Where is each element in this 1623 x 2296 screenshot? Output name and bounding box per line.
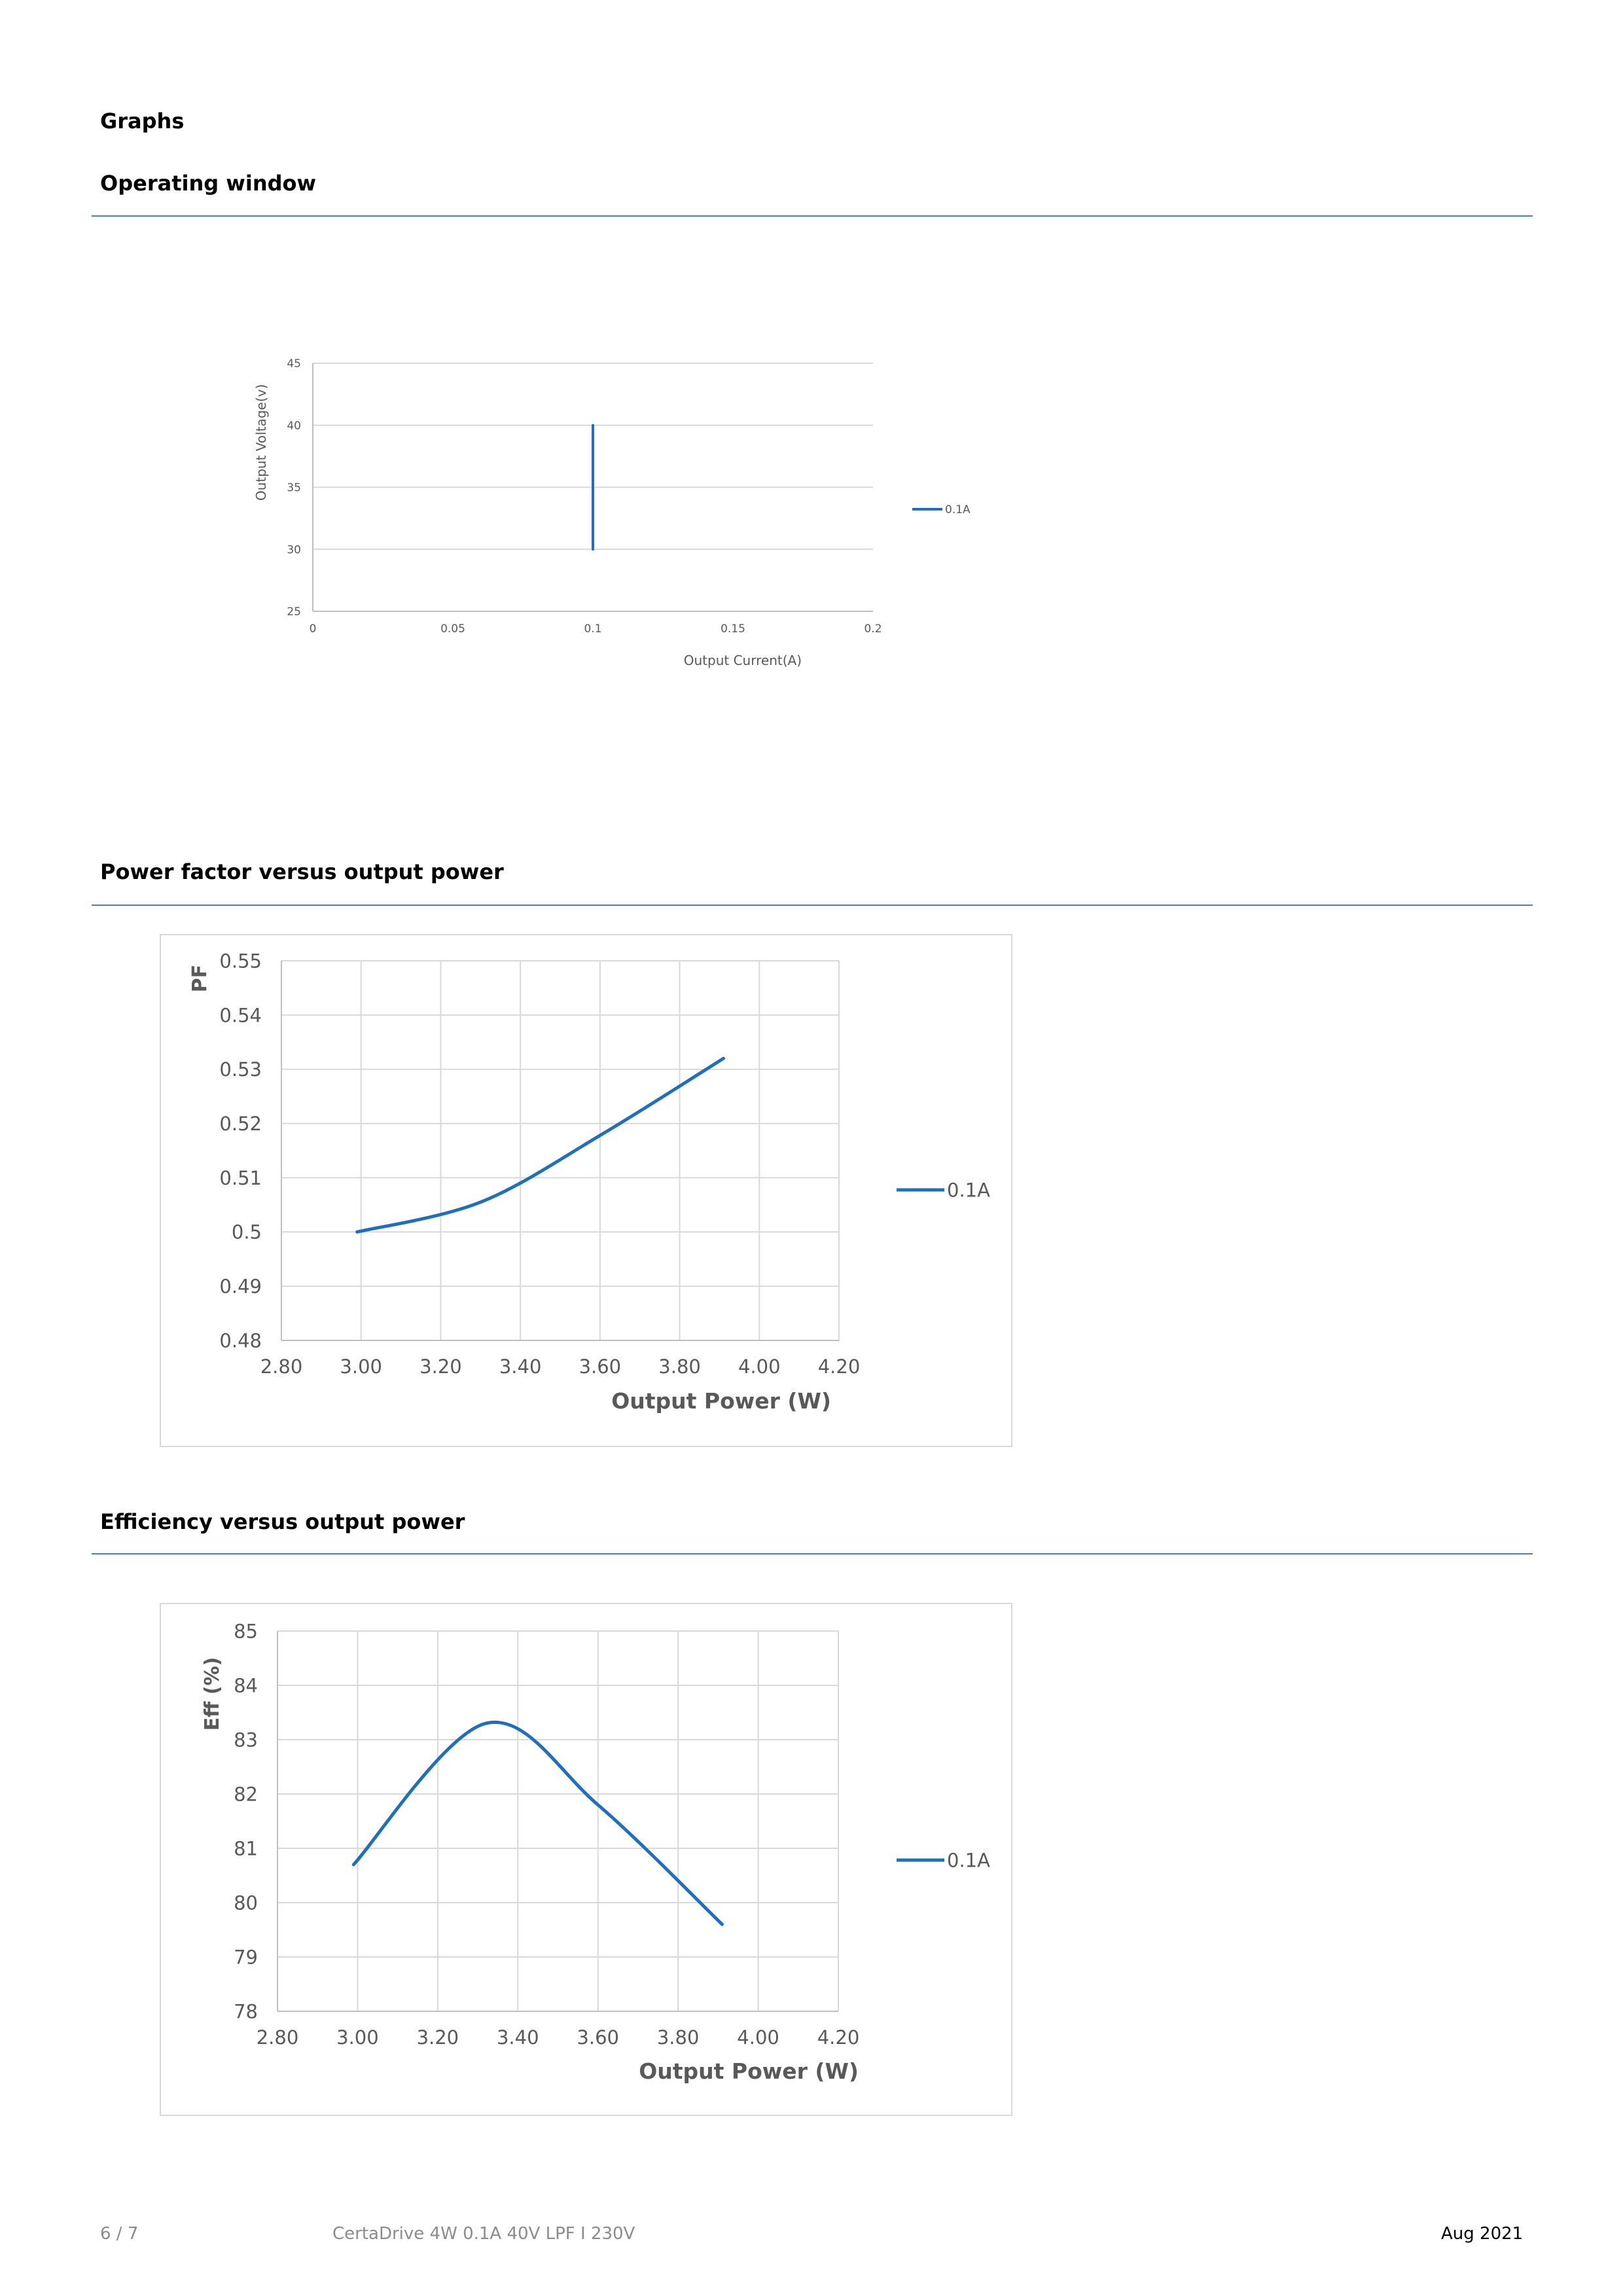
y-tick-label: 85: [234, 1620, 258, 1642]
series-line: [351, 1720, 724, 1926]
x-axis-title: Output Power (W): [611, 1388, 831, 1414]
y-tick-label: 84: [234, 1674, 258, 1696]
y-tick-label: 45: [287, 357, 301, 370]
x-tick-label: 2.80: [260, 1355, 303, 1378]
y-axis-title: Output Voltage(v): [253, 384, 269, 501]
legend-label: 0.1A: [947, 1849, 990, 1871]
x-axis-title: Output Power (W): [639, 2058, 859, 2084]
section-heading-power-factor: Power factor versus output power: [100, 859, 504, 884]
x-tick-label: 2.80: [257, 2026, 299, 2049]
x-tick-label: 0.15: [721, 622, 745, 636]
chart-frame: [160, 1603, 1012, 2116]
x-tick-label: 4.20: [817, 2026, 860, 2049]
section-rule: [92, 905, 1533, 906]
y-tick-label: 82: [234, 1783, 258, 1805]
y-tick-label: 83: [234, 1729, 258, 1751]
y-tick-label: 81: [234, 1837, 258, 1859]
footer-date: Aug 2021: [1441, 2224, 1524, 2244]
x-tick-label: 3.20: [419, 1355, 462, 1378]
x-axis-title: Output Current(A): [684, 653, 802, 668]
x-tick-label: 3.80: [658, 1355, 701, 1378]
x-tick-label: 3.00: [336, 2026, 379, 2049]
y-tick-label: 35: [287, 482, 301, 495]
series-line: [355, 1056, 726, 1234]
y-tick-label: 0.48: [219, 1329, 262, 1352]
x-tick-label: 0: [310, 622, 317, 636]
x-tick-label: 3.40: [499, 1355, 542, 1378]
x-tick-label: 4.00: [737, 2026, 779, 2049]
y-tick-label: 79: [234, 1946, 258, 1968]
legend-label: 0.1A: [945, 503, 971, 516]
x-tick-label: 3.60: [577, 2026, 619, 2049]
x-tick-label: 3.00: [340, 1355, 382, 1378]
x-tick-label: 4.00: [738, 1355, 781, 1378]
y-axis-title: Eff (%): [201, 1657, 224, 1731]
y-tick-label: 25: [287, 605, 301, 619]
x-tick-label: 3.60: [579, 1355, 622, 1378]
y-tick-label: 0.5: [232, 1221, 262, 1244]
section-rule: [92, 215, 1533, 217]
page-title: Graphs: [100, 109, 185, 134]
footer-product-name: CertaDrive 4W 0.1A 40V LPF I 230V: [332, 2224, 635, 2244]
x-tick-label: 0.1: [584, 622, 601, 636]
y-tick-label: 78: [234, 2000, 258, 2022]
y-tick-label: 30: [287, 543, 301, 556]
x-tick-label: 3.40: [497, 2026, 539, 2049]
y-tick-label: 0.54: [219, 1004, 262, 1026]
y-tick-label: 0.52: [219, 1113, 262, 1135]
y-tick-label: 40: [287, 420, 301, 433]
x-tick-label: 0.05: [440, 622, 465, 636]
section-heading-efficiency: Efficiency versus output power: [100, 1509, 465, 1534]
y-tick-label: 80: [234, 1892, 258, 1914]
y-tick-label: 0.53: [219, 1058, 262, 1081]
footer-page-number: 6 / 7: [100, 2224, 139, 2244]
section-heading-operating-window: Operating window: [100, 171, 317, 196]
y-tick-label: 0.49: [219, 1276, 262, 1298]
x-tick-label: 0.2: [864, 622, 882, 636]
y-tick-label: 0.55: [219, 950, 262, 972]
y-axis-title: PF: [188, 965, 211, 992]
chart-frame: [160, 934, 1012, 1447]
x-tick-label: 3.80: [657, 2026, 700, 2049]
y-tick-label: 0.51: [219, 1167, 262, 1189]
section-rule: [92, 1553, 1533, 1554]
x-tick-label: 4.20: [818, 1355, 861, 1378]
x-tick-label: 3.20: [417, 2026, 459, 2049]
legend-label: 0.1A: [947, 1179, 990, 1201]
